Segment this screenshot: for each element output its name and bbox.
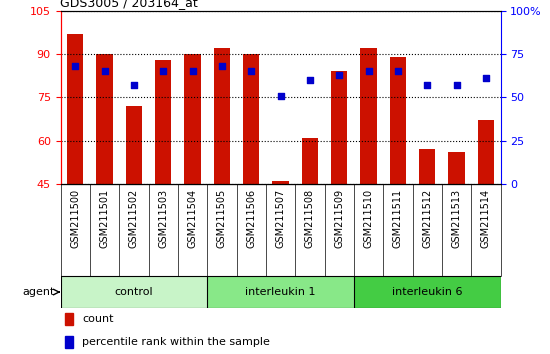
Text: GDS3005 / 203164_at: GDS3005 / 203164_at <box>60 0 198 10</box>
Bar <box>331 72 347 184</box>
Text: GSM211502: GSM211502 <box>129 189 139 248</box>
Point <box>129 82 138 88</box>
Text: GSM211506: GSM211506 <box>246 189 256 248</box>
Text: GSM211505: GSM211505 <box>217 189 227 248</box>
Bar <box>448 152 465 184</box>
Text: GSM211500: GSM211500 <box>70 189 80 248</box>
Text: GSM211501: GSM211501 <box>100 189 109 248</box>
Point <box>335 72 344 78</box>
Bar <box>419 149 435 184</box>
Point <box>276 93 285 98</box>
Text: percentile rank within the sample: percentile rank within the sample <box>82 337 271 347</box>
Bar <box>184 54 201 184</box>
Point <box>452 82 461 88</box>
Text: interleukin 1: interleukin 1 <box>245 287 316 297</box>
Text: GSM211513: GSM211513 <box>452 189 461 248</box>
Bar <box>360 48 377 184</box>
Point <box>305 77 314 83</box>
Text: GSM211510: GSM211510 <box>364 189 373 248</box>
Bar <box>155 60 171 184</box>
Text: GSM211512: GSM211512 <box>422 189 432 248</box>
Bar <box>65 336 73 348</box>
Text: count: count <box>82 314 114 324</box>
Text: GSM211509: GSM211509 <box>334 189 344 248</box>
Text: agent: agent <box>22 287 54 297</box>
Bar <box>243 54 259 184</box>
Point <box>364 69 373 74</box>
Text: GSM211511: GSM211511 <box>393 189 403 248</box>
Point <box>188 69 197 74</box>
Bar <box>60 276 207 308</box>
Bar <box>354 276 500 308</box>
Bar <box>207 276 354 308</box>
Bar <box>302 138 318 184</box>
Bar <box>478 120 494 184</box>
Bar <box>214 48 230 184</box>
Point <box>71 63 80 69</box>
Text: GSM211508: GSM211508 <box>305 189 315 248</box>
Bar <box>67 34 83 184</box>
Point <box>100 69 109 74</box>
Point <box>247 69 256 74</box>
Point <box>217 63 226 69</box>
Point <box>393 69 402 74</box>
Text: control: control <box>114 287 153 297</box>
Text: GSM211503: GSM211503 <box>158 189 168 248</box>
Bar <box>390 57 406 184</box>
Bar <box>65 313 73 325</box>
Text: interleukin 6: interleukin 6 <box>392 287 463 297</box>
Point <box>159 69 168 74</box>
Bar <box>96 54 113 184</box>
Point <box>481 75 490 81</box>
Point <box>423 82 432 88</box>
Bar <box>126 106 142 184</box>
Text: GSM211504: GSM211504 <box>188 189 197 248</box>
Text: GSM211507: GSM211507 <box>276 189 285 248</box>
Bar <box>272 181 289 184</box>
Text: GSM211514: GSM211514 <box>481 189 491 248</box>
